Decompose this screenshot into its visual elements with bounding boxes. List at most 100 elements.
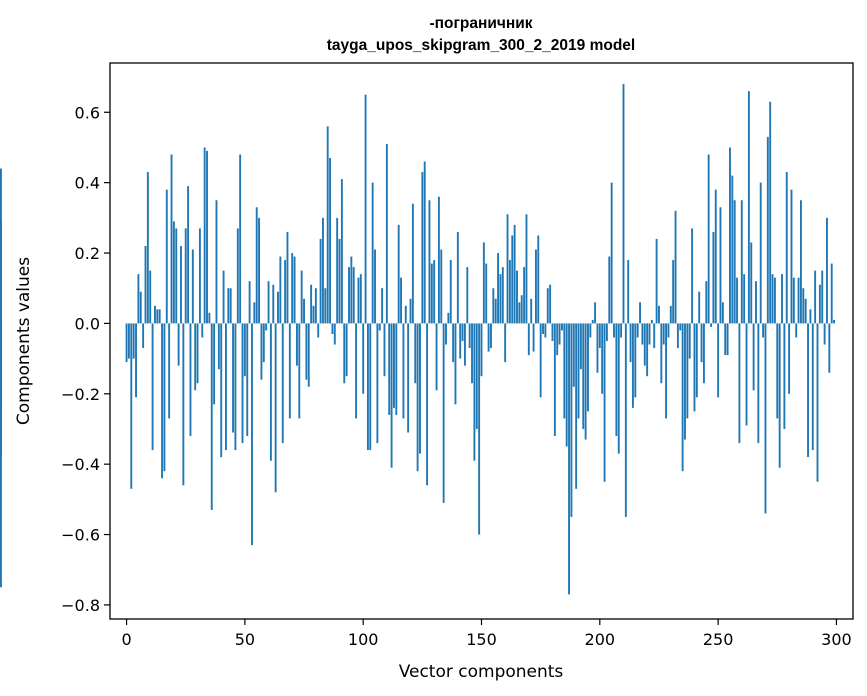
bar <box>615 323 618 437</box>
bar <box>172 221 175 324</box>
bar <box>246 323 249 437</box>
bar <box>563 323 566 419</box>
bar <box>191 249 194 324</box>
bar <box>620 323 623 338</box>
bar <box>400 277 402 324</box>
bar <box>355 323 358 419</box>
bar <box>523 267 526 324</box>
bar <box>681 323 684 472</box>
bar <box>350 256 353 324</box>
bar <box>494 298 497 324</box>
bar <box>532 323 535 352</box>
bar <box>499 274 502 324</box>
bar <box>378 323 381 331</box>
bar <box>274 323 277 493</box>
bar <box>459 323 462 359</box>
bar <box>546 288 549 324</box>
bar <box>456 231 459 324</box>
bar <box>501 267 504 324</box>
bar <box>433 260 436 324</box>
bar <box>262 323 265 363</box>
plot-area-frame <box>109 62 854 620</box>
bar <box>653 323 656 349</box>
bar <box>691 228 694 324</box>
bar <box>234 323 237 451</box>
bar <box>729 147 731 324</box>
bar <box>743 274 746 324</box>
bar <box>165 189 168 324</box>
bar <box>307 323 310 387</box>
bar <box>797 277 800 324</box>
bar <box>490 323 492 349</box>
bar <box>336 217 339 324</box>
bar <box>575 323 578 489</box>
y-tick-label: −0.4 <box>61 455 100 474</box>
bar <box>650 319 653 324</box>
bar <box>333 323 336 345</box>
bar <box>411 203 414 324</box>
bar <box>641 323 644 345</box>
bar <box>421 172 424 324</box>
bar <box>395 323 398 415</box>
bar <box>698 291 701 324</box>
bar <box>236 228 239 324</box>
bar <box>248 281 251 324</box>
x-axis-label: Vector components <box>399 662 564 682</box>
bar <box>686 323 689 419</box>
bar <box>213 323 216 405</box>
bar <box>357 277 360 324</box>
y-tick-label: 0.4 <box>75 174 100 193</box>
bar <box>383 323 386 377</box>
bar <box>184 228 187 324</box>
bar <box>679 323 682 331</box>
bar <box>265 323 268 331</box>
bar <box>210 323 213 510</box>
bar <box>239 154 242 324</box>
bar <box>146 172 149 324</box>
bar <box>352 267 355 324</box>
bar <box>324 288 327 324</box>
bar <box>726 323 729 356</box>
bar <box>170 154 173 324</box>
bar <box>738 323 741 444</box>
bar <box>243 323 246 377</box>
bar <box>442 323 445 503</box>
bar <box>295 323 298 366</box>
bar <box>511 235 514 324</box>
bar <box>544 323 547 338</box>
bar <box>463 323 466 366</box>
bar <box>712 231 715 324</box>
bar <box>440 249 443 324</box>
bar <box>286 231 289 324</box>
bar <box>0 323 2 458</box>
bar <box>584 323 587 440</box>
bar <box>792 277 795 324</box>
bar <box>163 323 166 472</box>
y-tick-label: −0.2 <box>61 385 100 404</box>
bar <box>445 323 447 345</box>
bar <box>591 319 594 324</box>
bar <box>125 323 128 363</box>
bar <box>608 256 611 324</box>
bar <box>833 319 836 324</box>
bar <box>151 323 154 451</box>
bar <box>217 323 220 370</box>
bar <box>622 84 625 324</box>
bar <box>156 309 159 324</box>
bar <box>326 126 329 324</box>
bar <box>516 270 518 324</box>
x-tick-label: 150 <box>466 630 497 649</box>
bar <box>137 274 140 324</box>
bar <box>596 323 599 373</box>
bar <box>707 154 710 324</box>
bar <box>194 323 197 391</box>
bar <box>778 323 781 468</box>
bar <box>161 323 163 479</box>
bar <box>669 305 672 324</box>
bar <box>693 323 696 412</box>
bar <box>525 214 528 324</box>
bar <box>303 298 305 324</box>
bar <box>627 260 630 324</box>
bar <box>497 253 500 324</box>
bar <box>613 323 615 338</box>
